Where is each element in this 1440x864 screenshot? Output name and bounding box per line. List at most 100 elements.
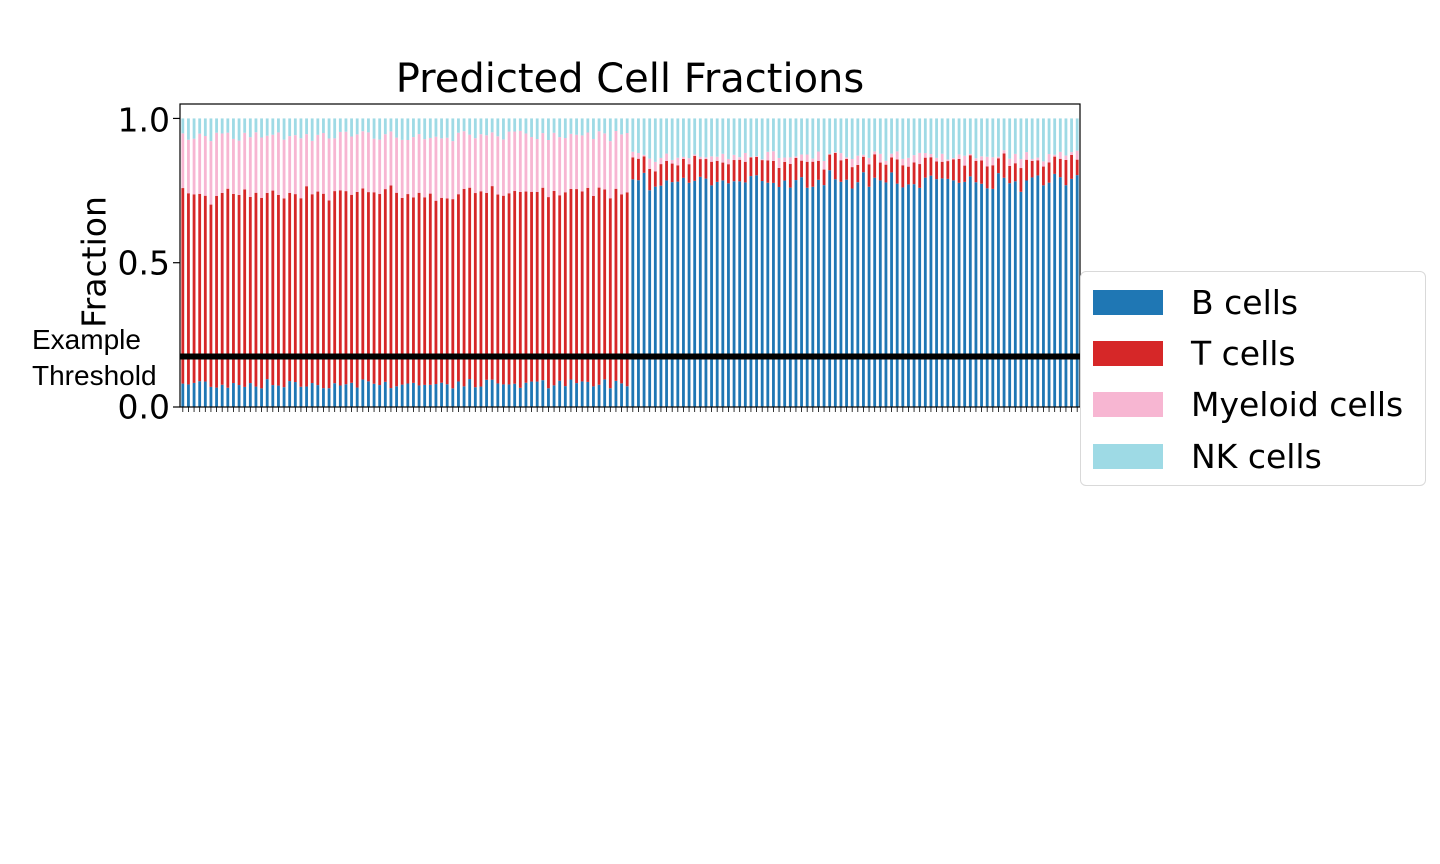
bar-segment-nk-cells [473,118,477,139]
bar-segment-t-cells [997,158,1000,174]
bar-segment-myeloid-cells [271,134,275,191]
legend-label: NK cells [1191,436,1322,476]
bar-segment-nk-cells [811,118,815,159]
bar-segment-b-cells [502,384,505,407]
bar-segment-b-cells [260,388,263,407]
bar-segment-myeloid-cells [473,138,477,194]
bar-segment-b-cells [676,181,680,407]
bar-segment-t-cells [946,161,950,179]
bar-segment-b-cells [271,385,275,407]
bar-segment-myeloid-cells [575,134,578,190]
bar-segment-nk-cells [226,118,230,133]
legend-item-myeloid-cells: Myeloid cells [1093,384,1403,424]
bar-segment-b-cells [277,385,280,407]
bar-segment-b-cells [907,184,910,407]
bar-segment-t-cells [203,195,207,382]
bar-segment-b-cells [833,179,837,407]
bar-segment-b-cells [198,381,202,407]
bar-segment-b-cells [220,384,224,407]
bar-segment-myeloid-cells [878,153,882,163]
threshold-annotation-line2: Threshold [32,360,157,391]
bar-segment-myeloid-cells [428,137,432,194]
bar-segment-t-cells [490,186,494,380]
bar-segment-nk-cells [192,118,196,139]
bar-segment-t-cells [254,192,258,387]
bar-segment-nk-cells [642,118,646,155]
bar-segment-myeloid-cells [1047,154,1051,163]
bar-segment-t-cells [232,193,235,384]
bar-segment-b-cells [620,383,623,407]
bar-segment-t-cells [923,157,927,178]
bar-segment-t-cells [940,161,944,179]
bar-segment-b-cells [1058,177,1062,407]
bar-segment-myeloid-cells [417,134,421,193]
bar-segment-nk-cells [412,118,415,138]
bar-segment-b-cells [991,188,995,407]
bar-segment-myeloid-cells [361,131,365,189]
bar-segment-b-cells [412,382,415,407]
bar-segment-t-cells [1030,160,1034,178]
bar-segment-nk-cells [406,118,410,141]
bar-segment-myeloid-cells [423,139,427,198]
bar-segment-nk-cells [535,118,539,140]
bar-segment-myeloid-cells [968,153,972,156]
bar-segment-t-cells [884,164,888,183]
bar-segment-b-cells [400,384,404,407]
bar-segment-t-cells [412,197,415,383]
bar-segment-myeloid-cells [895,151,899,160]
bar-segment-b-cells [535,381,539,407]
bar-segment-b-cells [305,386,308,407]
bar-segment-b-cells [997,173,1000,407]
bar-segment-myeloid-cells [1019,159,1023,169]
bar-segment-b-cells [440,382,443,407]
bar-segment-t-cells [485,192,488,380]
bar-segment-nk-cells [727,118,730,159]
bar-segment-b-cells [575,383,578,407]
bar-segment-myeloid-cells [282,139,286,199]
bar-segment-nk-cells [805,118,809,155]
bar-segment-b-cells [361,379,365,407]
bar-segment-t-cells [181,188,185,384]
bar-segment-b-cells [822,185,826,407]
bar-segment-t-cells [271,190,275,386]
bar-segment-nk-cells [794,118,798,157]
bar-segment-b-cells [355,387,359,407]
bar-segment-nk-cells [361,118,365,132]
bar-segment-t-cells [1070,154,1073,179]
bar-segment-myeloid-cells [710,156,713,162]
bar-segment-b-cells [974,182,978,407]
bar-segment-t-cells [440,197,443,383]
bar-segment-nk-cells [710,118,713,157]
bar-segment-b-cells [243,386,247,407]
bar-segment-b-cells [1030,177,1034,407]
bar-segment-nk-cells [417,118,421,135]
bar-segment-t-cells [957,158,961,183]
bar-segment-nk-cells [350,118,353,137]
bar-segment-t-cells [457,194,460,382]
bar-segment-t-cells [507,193,511,385]
bar-segment-b-cells [237,385,241,407]
y-tick-label: 0.0 [117,387,170,427]
bar-segment-nk-cells [923,118,927,154]
bar-segment-nk-cells [1064,118,1068,156]
bar-segment-nk-cells [766,118,770,152]
bar-segment-myeloid-cells [277,132,280,195]
bar-segment-nk-cells [918,118,922,153]
bar-segment-nk-cells [822,118,826,161]
bar-segment-myeloid-cells [327,138,331,201]
bar-segment-myeloid-cells [451,141,455,200]
bar-segment-nk-cells [968,118,972,154]
bar-segment-nk-cells [1042,118,1045,162]
bar-segment-b-cells [299,386,303,407]
bar-segment-t-cells [580,191,584,382]
bar-segment-b-cells [665,180,668,407]
bar-segment-myeloid-cells [822,160,826,170]
bar-segment-t-cells [794,157,798,181]
bar-segment-t-cells [215,196,218,388]
bar-segment-b-cells [648,190,652,407]
bar-segment-nk-cells [721,118,725,154]
bar-segment-nk-cells [985,118,989,157]
bar-segment-t-cells [755,156,758,176]
bar-segment-t-cells [322,193,325,389]
bar-segment-b-cells [817,179,820,407]
